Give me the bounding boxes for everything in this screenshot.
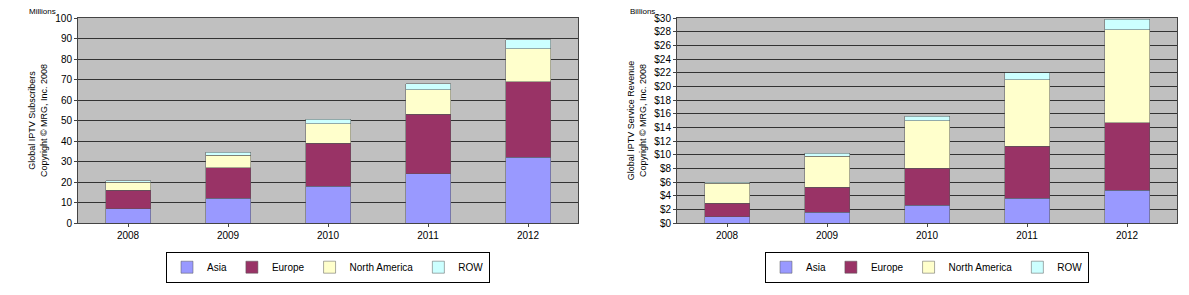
svg-text:2009: 2009 [816, 230, 839, 241]
svg-text:30: 30 [61, 156, 73, 167]
svg-text:2008: 2008 [716, 230, 739, 241]
svg-text:$16: $16 [654, 108, 671, 119]
svg-text:2011: 2011 [417, 230, 439, 241]
svg-text:70: 70 [61, 74, 73, 85]
svg-text:2011: 2011 [1016, 230, 1038, 241]
svg-text:Europe: Europe [871, 262, 904, 273]
svg-text:0: 0 [66, 218, 72, 229]
svg-text:$30: $30 [654, 13, 671, 24]
svg-text:$28: $28 [654, 26, 671, 37]
svg-text:Asia: Asia [207, 262, 227, 273]
svg-text:$4: $4 [660, 190, 672, 201]
svg-text:$18: $18 [654, 95, 671, 106]
svg-text:20: 20 [61, 177, 73, 188]
svg-text:ROW: ROW [1057, 262, 1082, 273]
svg-text:2012: 2012 [1116, 230, 1139, 241]
svg-text:80: 80 [61, 54, 73, 65]
svg-text:Billions: Billions [630, 7, 655, 16]
svg-text:North America: North America [350, 262, 414, 273]
svg-text:2009: 2009 [217, 230, 240, 241]
svg-text:$10: $10 [654, 149, 671, 160]
svg-text:90: 90 [61, 33, 73, 44]
svg-text:$22: $22 [654, 67, 671, 78]
svg-text:40: 40 [61, 136, 73, 147]
svg-text:$20: $20 [654, 81, 671, 92]
svg-text:2010: 2010 [916, 230, 939, 241]
svg-text:60: 60 [61, 95, 73, 106]
svg-text:Global IPTV SubscribersCopyrig: Global IPTV SubscribersCopyright © MRG, … [27, 64, 49, 177]
svg-text:Global IPTV Service RevenueCop: Global IPTV Service RevenueCopyright © M… [626, 61, 648, 181]
svg-text:$0: $0 [660, 218, 672, 229]
svg-text:2010: 2010 [317, 230, 340, 241]
svg-text:$14: $14 [654, 122, 671, 133]
svg-text:North America: North America [949, 262, 1013, 273]
svg-text:$2: $2 [660, 204, 672, 215]
svg-text:$6: $6 [660, 177, 672, 188]
svg-text:Europe: Europe [272, 262, 305, 273]
svg-text:$12: $12 [654, 136, 671, 147]
svg-text:$24: $24 [654, 54, 671, 65]
svg-text:Asia: Asia [806, 262, 826, 273]
svg-text:2012: 2012 [517, 230, 540, 241]
svg-text:ROW: ROW [458, 262, 483, 273]
svg-text:50: 50 [61, 115, 73, 126]
svg-text:10: 10 [61, 197, 73, 208]
svg-text:100: 100 [55, 13, 72, 24]
svg-text:2008: 2008 [117, 230, 140, 241]
svg-text:$8: $8 [660, 163, 672, 174]
svg-text:Millions: Millions [29, 7, 56, 16]
svg-text:$26: $26 [654, 40, 671, 51]
